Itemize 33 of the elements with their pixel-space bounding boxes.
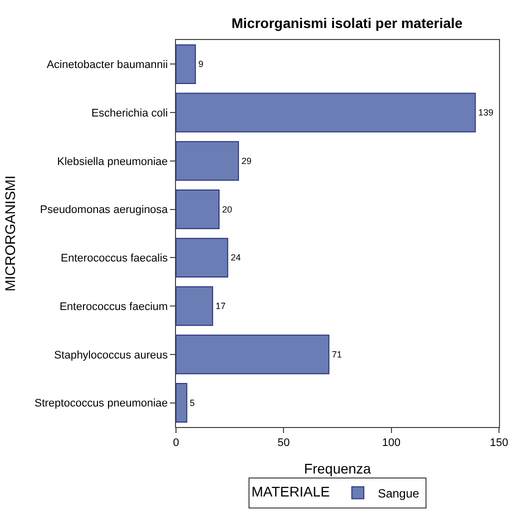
bar <box>176 238 228 278</box>
y-tick-label: Streptococcus pneumoniae <box>34 398 168 410</box>
data-label: 9 <box>198 59 204 70</box>
data-label: 71 <box>332 349 342 360</box>
bar <box>176 92 476 132</box>
x-tick-label: 100 <box>382 437 401 450</box>
data-label: 24 <box>230 252 241 263</box>
x-axis-title: Frequenza <box>304 460 372 476</box>
data-label: 20 <box>222 204 232 214</box>
data-label: 29 <box>241 156 252 166</box>
y-tick-label: Staphylococcus aureus <box>54 349 168 362</box>
y-tick-label: Escherichia coli <box>91 107 168 120</box>
bar <box>176 382 188 423</box>
bar <box>176 189 220 230</box>
data-label: 5 <box>190 398 195 408</box>
chart-title: Microrganismi isolati per materiale <box>232 14 463 31</box>
legend-label: Sangue <box>378 486 420 500</box>
y-tick-label: Klebsiella pneumoniae <box>57 156 168 168</box>
x-tick-label: 50 <box>278 437 290 450</box>
x-tick-label: 0 <box>172 437 180 450</box>
bar <box>176 44 196 84</box>
y-tick-label: Enterococcus faecium <box>60 300 168 313</box>
bar <box>176 286 214 326</box>
y-tick-label: Enterococcus faecalis <box>60 252 168 265</box>
x-tick-label: 150 <box>490 437 508 450</box>
y-tick-label: Pseudomonas aeruginosa <box>40 204 169 216</box>
data-label: 139 <box>478 108 494 118</box>
bar <box>176 141 239 181</box>
data-label: 17 <box>216 301 226 312</box>
legend-title: MATERIALE <box>252 484 330 500</box>
bar <box>176 334 330 374</box>
y-axis-title: MICRORGANISMI <box>2 176 18 292</box>
y-tick-label: Acinetobacter baumannii <box>46 59 168 72</box>
